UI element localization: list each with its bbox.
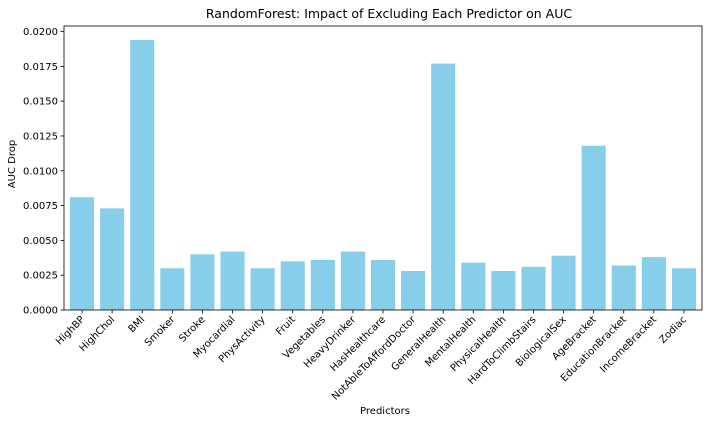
bar-fruit [280,261,305,310]
bar-stroke [190,254,215,310]
bar-highchol [100,208,125,310]
plot-frame [63,25,703,311]
bar-zodiac [671,268,696,310]
x-tick-label: Smoker [143,314,178,349]
bar-mentalhealth [461,262,486,310]
y-tick-label: 0.0000 [23,306,58,317]
x-tick-label: HasHealthcare [328,314,388,374]
y-tick-label: 0.0100 [23,166,58,177]
bar-biologicalsex [551,255,576,310]
bar-vegetables [310,259,335,310]
bar-physicalhealth [491,271,516,310]
y-tick-label: 0.0025 [23,271,58,282]
bar-myocardial [220,251,245,310]
x-tick-label: HeavyDrinker [302,314,359,371]
y-tick-label: 0.0075 [23,201,58,212]
bars-group [70,39,696,311]
bar-hardtoclimbstairs [521,266,546,310]
chart-title: RandomForest: Impact of Excluding Each P… [206,6,572,21]
bar-bmi [130,39,155,310]
bar-highbp [70,197,95,310]
bar-smoker [160,268,185,310]
x-tick-label: Fruit [274,314,298,338]
y-axis-label: AUC Drop [7,140,18,188]
x-axis-label: Predictors [360,406,410,417]
x-tick-label: PhysicalHealth [449,314,509,374]
y-axis-ticks: 0.0000 0.0025 0.0050 0.0075 0.0100 0.0125 0.01… [23,27,64,317]
bar-generalhealth [431,63,456,311]
bar-agebracket [581,145,606,310]
bar-hashealthcare [370,259,396,310]
x-tick-label: Zodiac [657,314,689,346]
x-tick-label: GeneralHealth [389,314,448,373]
bar-heavydrinker [340,251,365,310]
bar-physactivity [250,268,275,310]
y-tick-label: 0.0175 [23,62,58,73]
x-tick-label: BMI [127,314,148,335]
y-tick-label: 0.0050 [23,236,58,247]
x-tick-label: IncomeBracket [598,314,659,375]
y-tick-label: 0.0150 [23,97,58,108]
bar-incomebracket [641,257,666,310]
y-tick-label: 0.0125 [23,131,58,142]
bar-educationbracket [611,265,636,310]
bar-notabletoafforddoctor [401,271,426,310]
y-tick-label: 0.0200 [23,27,58,38]
